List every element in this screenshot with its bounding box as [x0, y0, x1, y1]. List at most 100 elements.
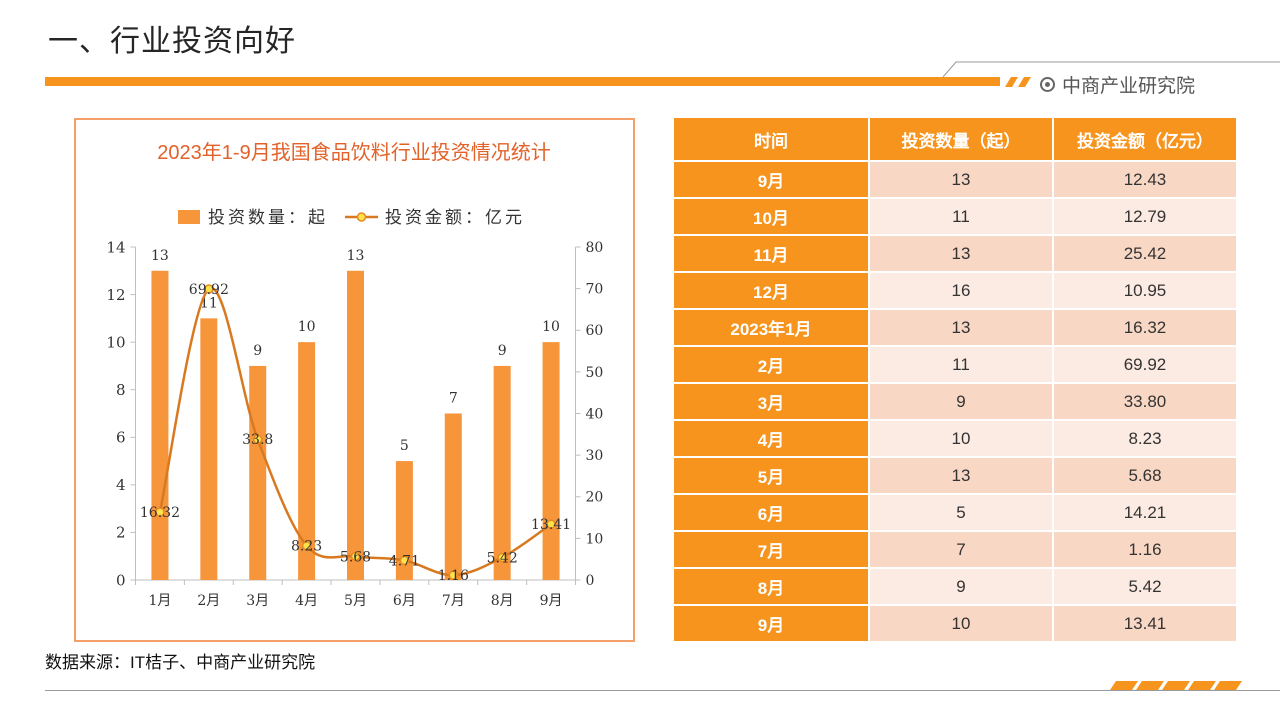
bar-month-5: [347, 270, 364, 580]
line-label-month-6: 4.71: [389, 553, 420, 569]
right-axis-tick-label: 80: [586, 240, 604, 256]
table-cell-period: 9月: [674, 606, 868, 641]
right-axis-tick-label: 10: [586, 531, 604, 547]
header-stripe: [1005, 77, 1018, 87]
bar-label-month-9: 10: [542, 319, 560, 335]
line-point-month-8: [497, 552, 507, 563]
line-label-month-9: 13.41: [531, 517, 571, 533]
table-cell-period: 2月: [674, 347, 868, 382]
x-tick-label-month-4: 4月: [295, 593, 318, 609]
left-axis-tick-label: 6: [116, 429, 126, 447]
table-cell-count: 13: [870, 310, 1052, 345]
bar-label-month-8: 9: [498, 343, 507, 359]
bar-month-8: [493, 365, 511, 580]
table-cell-period: 11月: [674, 236, 868, 271]
table-header-row: 时间 投资数量（起） 投资金额（亿元）: [674, 118, 1236, 160]
table-row: 5月 13 5.68: [674, 458, 1236, 493]
legend-bar-swatch: [178, 210, 200, 224]
right-axis-tick-label: 0: [586, 573, 595, 589]
line-point-month-3: [252, 434, 263, 445]
line-label-month-8: 5.42: [487, 550, 518, 566]
table-cell-amount: 33.80: [1054, 384, 1236, 419]
bar-label-month-1: 13: [151, 248, 169, 264]
line-point-month-2: [204, 284, 214, 294]
legend-bar-label: 投资数量：起: [208, 208, 328, 228]
table-cell-period: 6月: [674, 495, 868, 530]
line-label-month-3: 33.8: [242, 432, 273, 448]
table-cell-period: 7月: [674, 532, 868, 567]
table-cell-period: 5月: [674, 458, 868, 493]
table-row: 8月 9 5.42: [674, 569, 1236, 604]
bar-label-month-4: 10: [298, 319, 316, 335]
bar-label-month-3: 9: [253, 343, 262, 359]
table-cell-count: 13: [870, 236, 1052, 271]
left-axis-tick-label: 8: [116, 381, 126, 399]
table-cell-period: 10月: [674, 199, 868, 234]
table-cell-period: 2023年1月: [674, 310, 868, 345]
footer-divider: [45, 690, 1280, 691]
line-point-month-1: [155, 507, 165, 517]
left-axis-tick-label: 4: [116, 476, 126, 494]
table-row: 9月 10 13.41: [674, 606, 1236, 641]
table-row: 7月 7 1.16: [674, 532, 1236, 567]
table-cell-count: 11: [870, 347, 1052, 382]
line-label-month-1: 16.32: [140, 505, 180, 521]
table-row: 3月 9 33.80: [674, 384, 1236, 419]
table-cell-period: 12月: [674, 273, 868, 308]
footer-stripe: [1136, 681, 1164, 690]
left-axis-tick-label: 10: [106, 333, 125, 351]
table-cell-amount: 12.79: [1054, 199, 1236, 234]
data-source-note: 数据来源：IT桔子、中商产业研究院: [45, 653, 316, 672]
table-row: 12月 16 10.95: [674, 273, 1236, 308]
table-cell-count: 5: [870, 495, 1052, 530]
x-tick-label-month-2: 2月: [197, 593, 220, 609]
right-axis-tick-label: 70: [586, 282, 604, 298]
table-cell-amount: 8.23: [1054, 421, 1236, 456]
investment-table: 时间 投资数量（起） 投资金额（亿元） 9月 13 12.43 10月 11 12.79 11月 1…: [674, 118, 1236, 641]
chart-legend: 投资数量：起 投资金额：亿元: [178, 208, 522, 228]
left-axis-tick-label: 12: [106, 286, 125, 304]
table-cell-amount: 14.21: [1054, 495, 1236, 530]
chart-title: 2023年1-9月我国食品饮料行业投资情况统计: [157, 141, 550, 164]
bar-label-month-7: 7: [449, 391, 458, 407]
table-cell-amount: 12.43: [1054, 162, 1236, 197]
table-cell-amount: 5.68: [1054, 458, 1236, 493]
bar-month-7: [444, 413, 462, 580]
right-axis-tick-label: 50: [586, 365, 604, 381]
table-cell-count: 11: [870, 199, 1052, 234]
x-tick-label-month-5: 5月: [344, 593, 367, 609]
table-row: 6月 5 14.21: [674, 495, 1236, 530]
table-row: 10月 11 12.79: [674, 199, 1236, 234]
line-label-month-4: 8.23: [291, 539, 322, 555]
line-label-month-7: 1.16: [438, 568, 469, 584]
x-tick-label-month-8: 8月: [491, 593, 514, 609]
bar-label-month-5: 13: [347, 248, 365, 264]
bar-month-3: [249, 365, 267, 580]
x-tick-label-month-9: 9月: [540, 593, 563, 609]
x-tick-label-month-6: 6月: [393, 593, 416, 609]
table-cell-count: 16: [870, 273, 1052, 308]
line-point-month-4: [301, 540, 312, 551]
table-cell-amount: 69.92: [1054, 347, 1236, 382]
right-axis-tick-label: 60: [586, 323, 604, 339]
line-point-month-7: [448, 570, 459, 580]
page-title: 一、行业投资向好: [48, 25, 296, 58]
header-amount: 投资金额（亿元）: [1054, 118, 1236, 160]
footer-stripes: [1110, 681, 1242, 690]
bar-month-4: [298, 342, 316, 580]
table-cell-period: 3月: [674, 384, 868, 419]
right-axis-tick-label: 30: [586, 448, 604, 464]
table-row: 9月 13 12.43: [674, 162, 1236, 197]
footer-stripe: [1110, 681, 1138, 690]
table-row: 2023年1月 13 16.32: [674, 310, 1236, 345]
table-cell-amount: 1.16: [1054, 532, 1236, 567]
logo-text: 中商产业研究院: [1062, 75, 1196, 97]
table-cell-count: 9: [870, 384, 1052, 419]
table-cell-count: 13: [870, 162, 1052, 197]
bar-month-9: [542, 342, 560, 580]
chart-panel: 2023年1-9月我国食品饮料行业投资情况统计 投资数量：起 投资金额：亿元 0…: [74, 118, 635, 642]
line-point-month-6: [399, 555, 410, 566]
table-cell-amount: 5.42: [1054, 569, 1236, 604]
table-row: 2月 11 69.92: [674, 347, 1236, 382]
target-circle-icon: [1040, 76, 1055, 92]
